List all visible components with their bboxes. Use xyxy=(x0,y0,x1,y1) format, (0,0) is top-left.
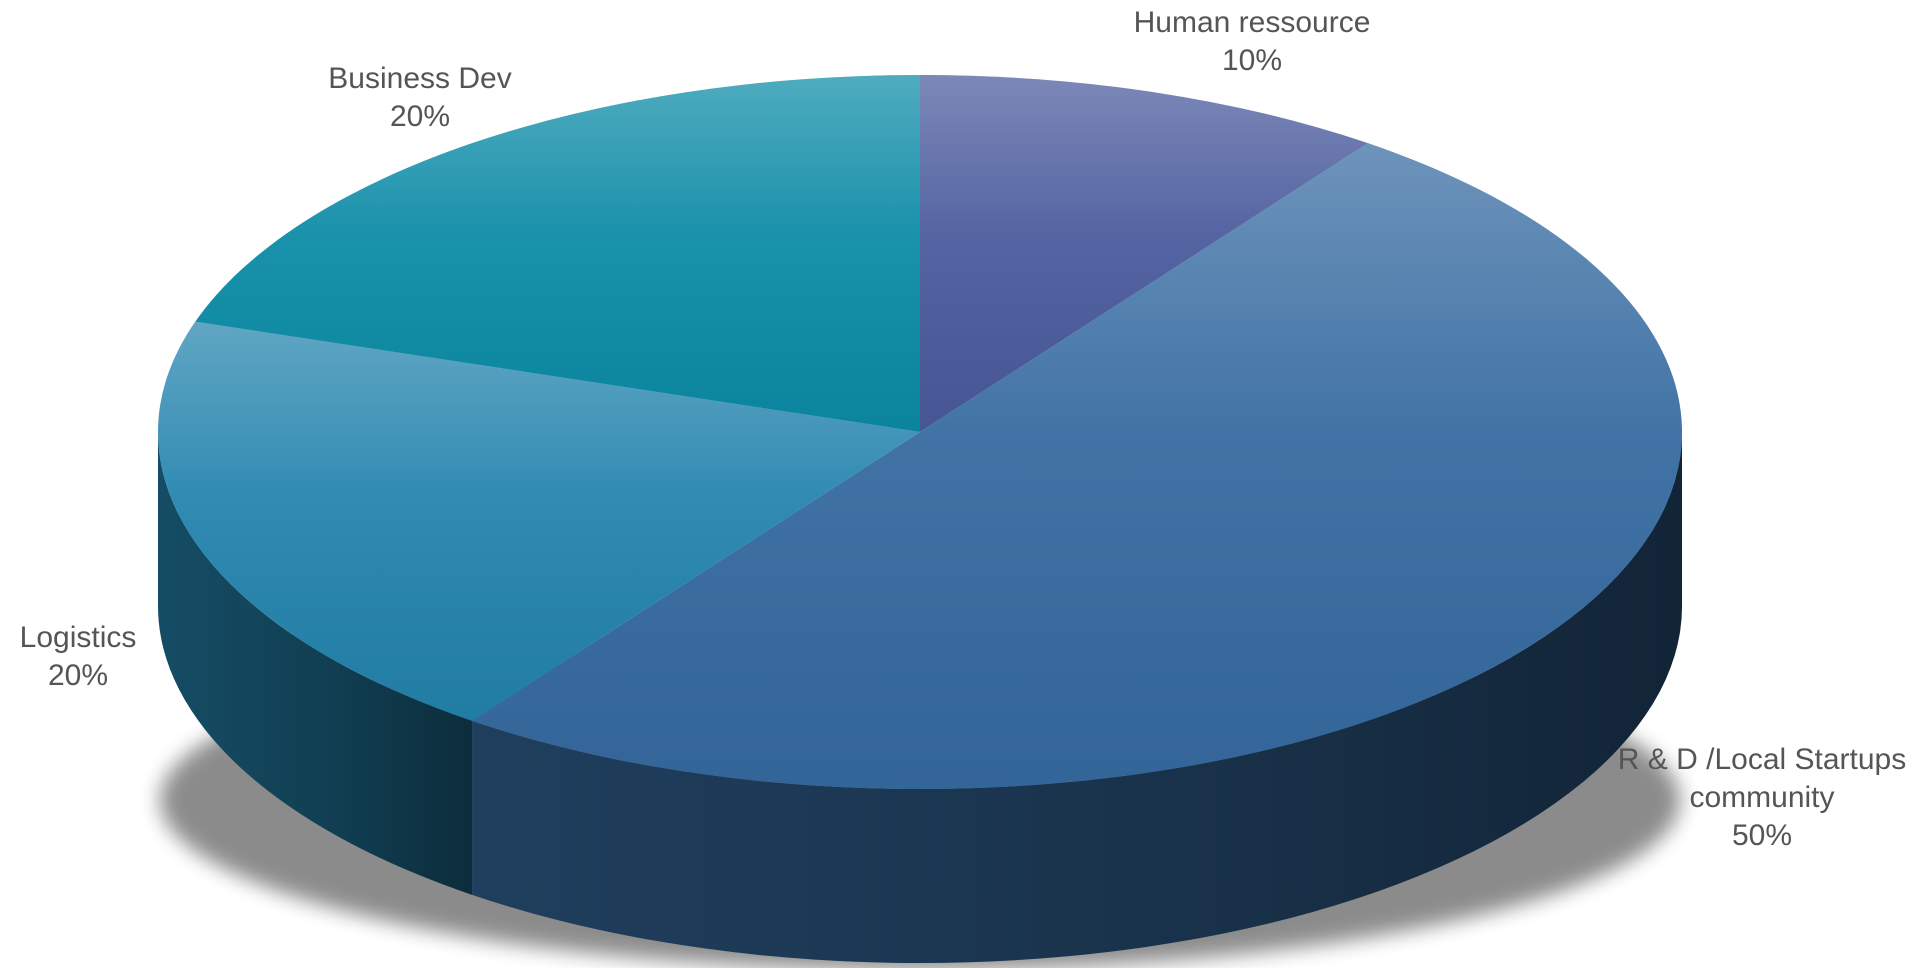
pie-slice-gloss-business-dev xyxy=(195,75,921,432)
pie-tops xyxy=(158,75,1682,790)
pie-slice-gloss-logistics xyxy=(158,321,921,721)
data-label-percent: 20% xyxy=(390,100,450,133)
pie-side-shading-r-d-local-startups-community xyxy=(472,432,1682,964)
data-label-r-d-local-startups-community: R & D /Local Startups community 50% xyxy=(1618,743,1906,852)
data-label-name: community xyxy=(1689,781,1834,814)
data-label-percent: 50% xyxy=(1732,819,1792,852)
data-label-logistics: Logistics 20% xyxy=(20,621,137,692)
data-label-name: Human ressource xyxy=(1134,6,1371,39)
pie-side-shading-logistics xyxy=(158,432,473,895)
data-label-human-ressource: Human ressource 10% xyxy=(1134,6,1371,77)
data-label-name: Logistics xyxy=(20,621,137,654)
data-label-name: R & D /Local Startups xyxy=(1618,743,1906,776)
data-label-percent: 20% xyxy=(48,659,108,692)
data-label-percent: 10% xyxy=(1222,44,1282,77)
pie-slice-gloss-r-d-local-startups-community xyxy=(472,143,1682,790)
data-label-business-dev: Business Dev 20% xyxy=(328,62,511,133)
pie-slice-gloss-human-ressource xyxy=(920,75,1368,432)
data-label-name: Business Dev xyxy=(328,62,511,95)
pie-labels: Human ressource 10% R & D /Local Startups c… xyxy=(20,6,1907,852)
pie-sides xyxy=(158,432,1682,964)
